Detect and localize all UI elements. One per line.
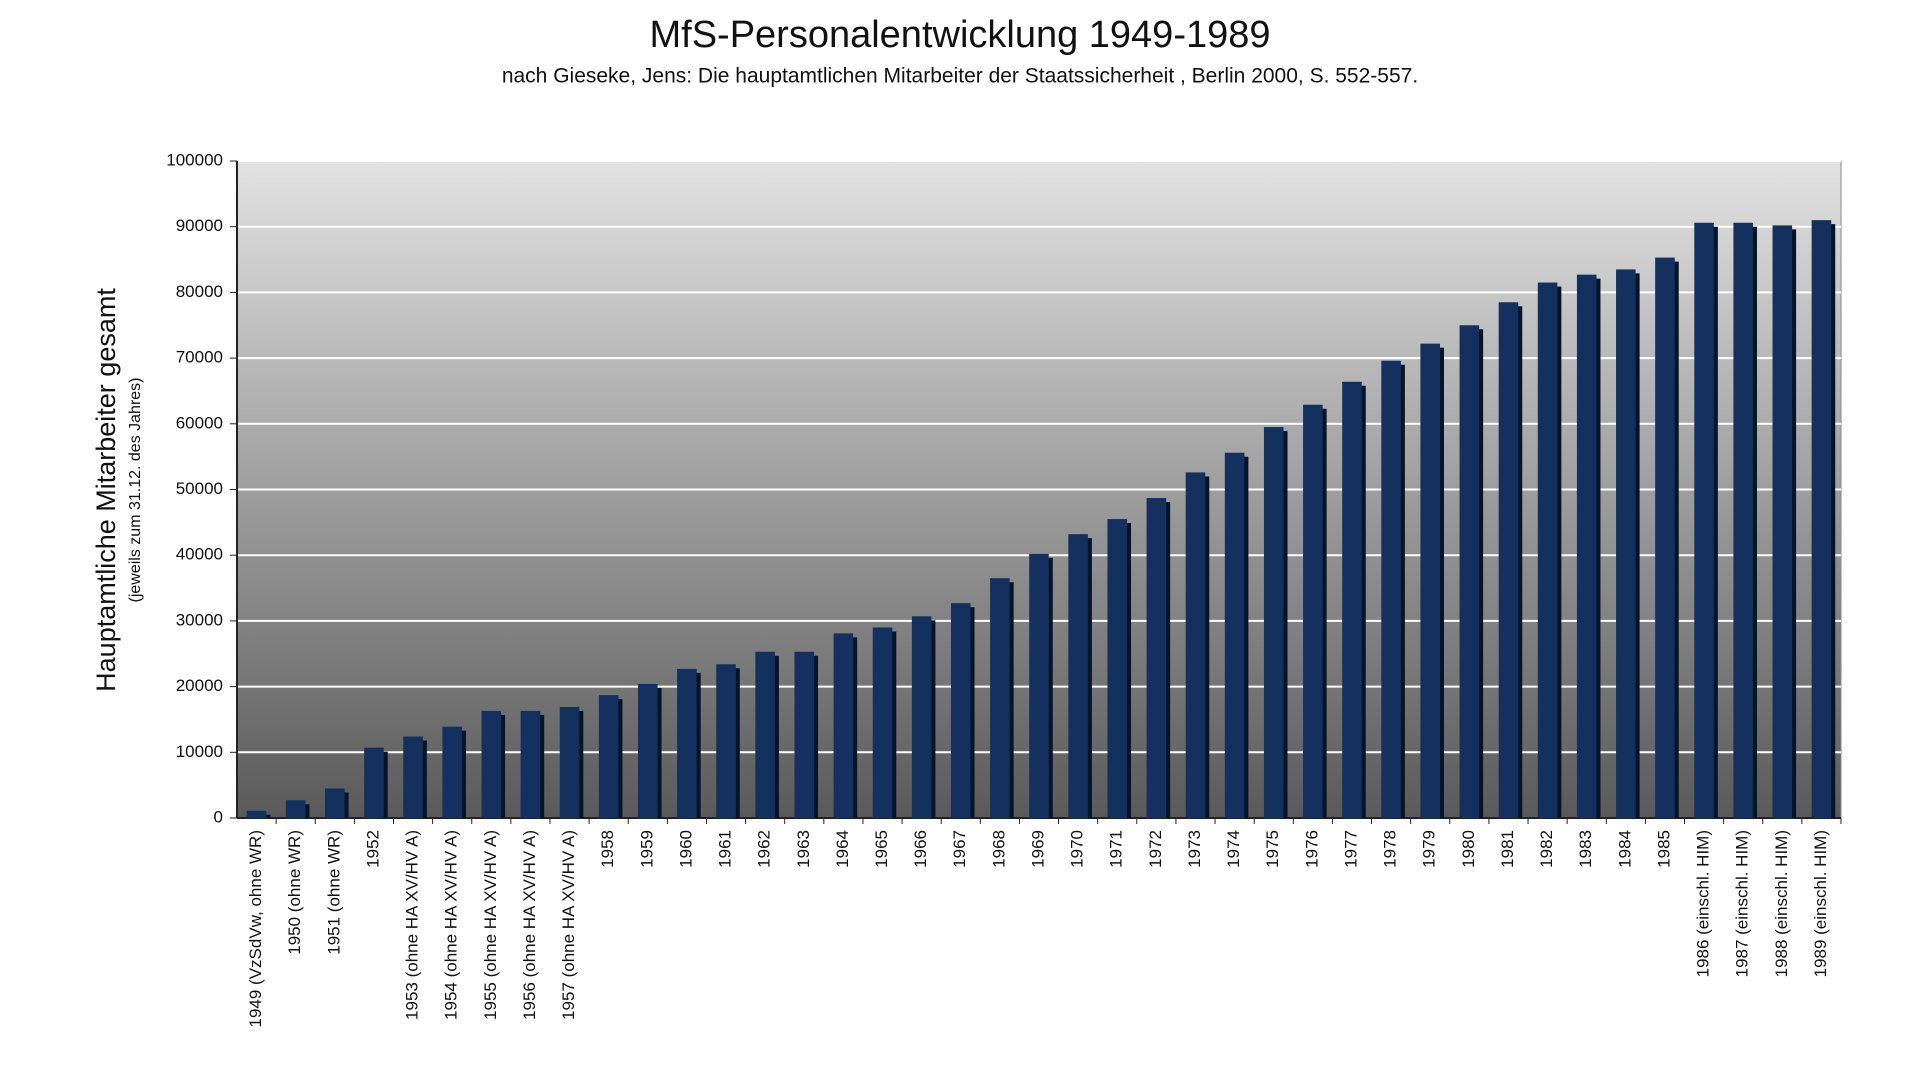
x-tick-label: 1950 (ohne WR): [285, 830, 304, 955]
bar: [1185, 472, 1206, 818]
bar: [1107, 519, 1128, 818]
x-tick-label: 1974: [1224, 830, 1243, 868]
bar: [755, 651, 775, 818]
bar: [364, 747, 384, 818]
x-tick-label: 1953 (ohne HA XV/HV A): [403, 830, 422, 1020]
bar: [1537, 282, 1558, 818]
bar: [1303, 404, 1323, 818]
y-tick-label: 20000: [176, 676, 223, 695]
bar: [1342, 381, 1362, 818]
x-tick-label: 1989 (einschl. HIM): [1811, 830, 1830, 977]
x-tick-label: 1963: [794, 830, 813, 868]
bar: [1655, 257, 1675, 819]
y-tick-label: 0: [214, 807, 223, 826]
bar: [1029, 553, 1049, 818]
bar: [833, 633, 854, 818]
bar: [598, 695, 619, 818]
x-tick-label: 1978: [1381, 830, 1400, 868]
bar: [1811, 220, 1832, 818]
x-tick-label: 1954 (ohne HA XV/HV A): [442, 830, 461, 1020]
x-tick-label: 1955 (ohne HA XV/HV A): [481, 830, 500, 1020]
x-tick-label: 1981: [1498, 830, 1517, 868]
x-tick-label: 1949 (VzSdVw, ohne WR): [246, 830, 265, 1027]
x-tick-label: 1976: [1302, 830, 1321, 868]
bar: [677, 668, 697, 818]
y-tick-label: 100000: [166, 150, 223, 169]
bar: [442, 726, 462, 818]
x-tick-label: 1967: [950, 830, 969, 868]
x-tick-label: 1988 (einschl. HIM): [1772, 830, 1791, 977]
x-tick-label: 1977: [1341, 830, 1360, 868]
x-tick-label: 1984: [1615, 830, 1634, 868]
x-tick-label: 1951 (ohne WR): [324, 830, 343, 955]
x-tick-label: 1965: [872, 830, 891, 868]
y-tick-label: 80000: [176, 282, 223, 301]
bar: [1772, 225, 1793, 819]
bar: [1420, 343, 1440, 818]
x-tick-label: 1982: [1537, 830, 1556, 868]
x-tick-label: 1970: [1068, 830, 1087, 868]
bar: [520, 710, 541, 818]
bar: [1576, 274, 1597, 818]
x-tick-label: 1962: [755, 830, 774, 868]
bar: [1068, 534, 1088, 818]
x-tick-label: 1959: [637, 830, 656, 868]
y-tick-label: 60000: [176, 413, 223, 432]
bar: [1381, 360, 1401, 818]
y-tick-label: 50000: [176, 479, 223, 498]
bar: [872, 627, 893, 818]
x-tick-label: 1985: [1654, 830, 1673, 868]
bar: [1459, 325, 1480, 818]
bar: [950, 603, 971, 818]
bar: [794, 651, 815, 818]
bar: [481, 710, 502, 818]
x-tick-label: 1987 (einschl. HIM): [1733, 830, 1752, 977]
x-tick-label: 1958: [598, 830, 617, 868]
x-tick-label: 1973: [1185, 830, 1204, 868]
x-tick-label: 1986 (einschl. HIM): [1694, 830, 1713, 977]
x-tick-label: 1972: [1146, 830, 1165, 868]
bar: [1616, 269, 1636, 818]
bar: [246, 810, 267, 818]
x-tick-label: 1952: [363, 830, 382, 868]
bar: [1146, 498, 1167, 818]
y-tick-label: 30000: [176, 610, 223, 629]
y-axis-label: Hauptamtliche Mitarbeiter gesamt: [91, 288, 121, 692]
bar: [1498, 302, 1519, 818]
x-tick-label: 1971: [1107, 830, 1126, 868]
bar: [325, 788, 345, 818]
x-tick-label: 1966: [911, 830, 930, 868]
x-tick-label: 1980: [1459, 830, 1478, 868]
x-tick-label: 1957 (ohne HA XV/HV A): [559, 830, 578, 1020]
x-tick-label: 1961: [716, 830, 735, 868]
bar: [1694, 222, 1714, 818]
x-tick-label: 1956 (ohne HA XV/HV A): [520, 830, 539, 1020]
bar: [559, 706, 580, 818]
bar: [403, 736, 423, 818]
x-tick-label: 1960: [676, 830, 695, 868]
bar: [1733, 222, 1753, 818]
x-tick-label: 1968: [989, 830, 1008, 868]
y-tick-label: 70000: [176, 348, 223, 367]
bar: [911, 616, 932, 818]
bar: [990, 578, 1010, 818]
y-tick-label: 40000: [176, 545, 223, 564]
chart-subtitle: nach Gieseke, Jens: Die hauptamtlichen M…: [502, 65, 1418, 88]
bar: [1224, 452, 1245, 818]
x-tick-label: 1983: [1576, 830, 1595, 868]
chart-title: MfS-Personalentwicklung 1949-1989: [649, 14, 1270, 56]
y-axis-sublabel: (jeweils zum 31.12. des Jahres): [127, 378, 144, 603]
x-tick-label: 1964: [833, 830, 852, 868]
bar: [638, 683, 658, 818]
bar: [716, 664, 736, 818]
x-tick-label: 1979: [1420, 830, 1439, 868]
x-tick-label: 1975: [1263, 830, 1282, 868]
y-tick-label: 10000: [176, 742, 223, 761]
bar: [285, 800, 306, 818]
y-tick-label: 90000: [176, 216, 223, 235]
x-tick-label: 1969: [1028, 830, 1047, 868]
bar: [1263, 427, 1284, 818]
